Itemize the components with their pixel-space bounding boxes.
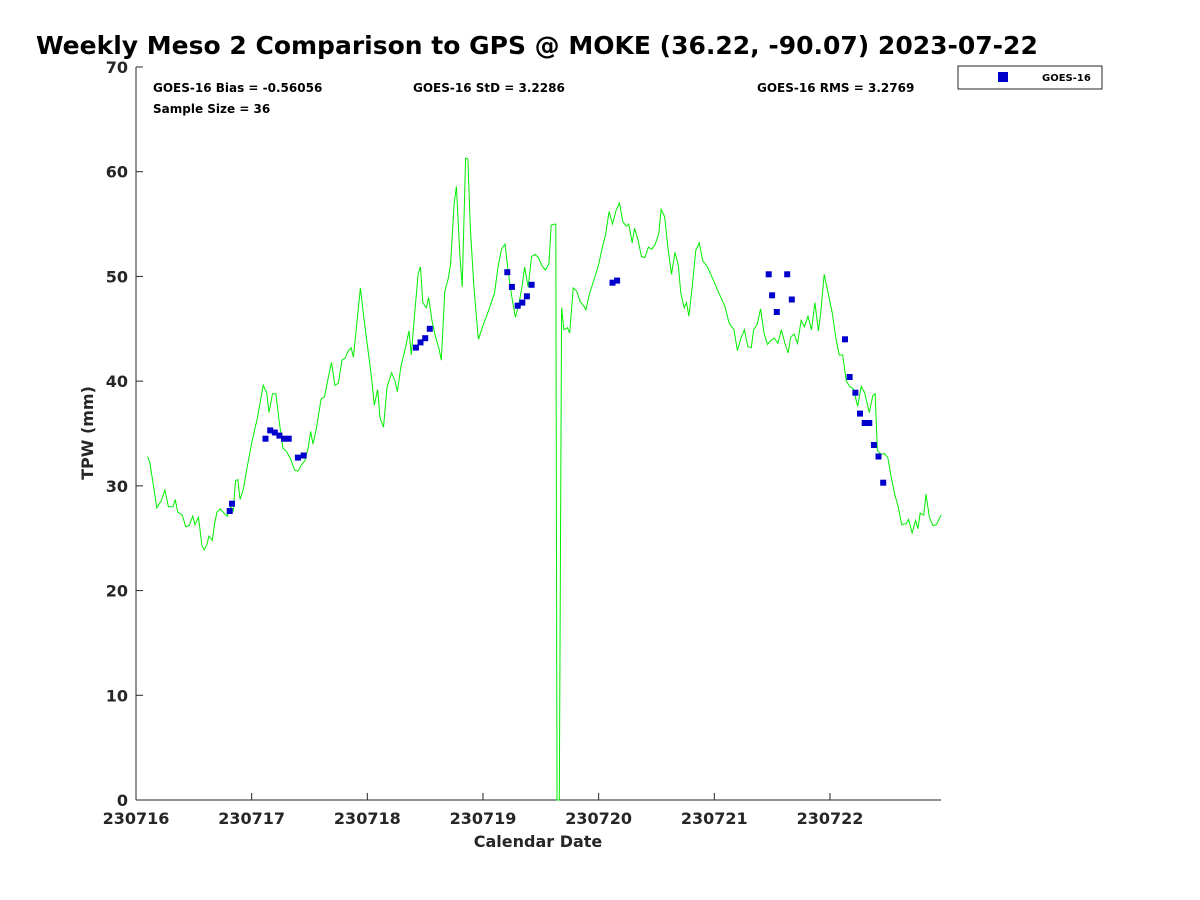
goes-16-point bbox=[285, 435, 292, 442]
y-tick-label: 60 bbox=[106, 163, 128, 182]
gps-tpw-series-line bbox=[147, 157, 942, 801]
x-tick-label: 230721 bbox=[681, 809, 748, 828]
chart-title: Weekly Meso 2 Comparison to GPS @ MOKE (… bbox=[36, 31, 1038, 60]
x-tick-label: 230717 bbox=[218, 809, 285, 828]
goes-16-point bbox=[870, 442, 877, 448]
x-tick-label: 230719 bbox=[450, 809, 517, 828]
y-ticks: 0 10 20 30 40 50 60 70 bbox=[106, 58, 143, 810]
std-stat: GOES-16 StD = 3.2286 bbox=[413, 81, 565, 95]
goes-16-points bbox=[226, 269, 887, 514]
bias-stat: GOES-16 Bias = -0.56056 bbox=[153, 81, 322, 95]
legend-marker bbox=[998, 72, 1008, 82]
goes-16-point bbox=[765, 271, 772, 278]
goes-16-point bbox=[846, 374, 853, 380]
sample-size-stat: Sample Size = 36 bbox=[153, 102, 270, 116]
goes-16-point bbox=[609, 279, 616, 286]
goes-16-point bbox=[300, 452, 307, 459]
goes-16-point bbox=[276, 432, 283, 439]
rms-stat: GOES-16 RMS = 3.2769 bbox=[757, 81, 914, 95]
goes-16-point bbox=[229, 500, 235, 507]
goes-16-point bbox=[294, 454, 301, 461]
y-tick-label: 30 bbox=[106, 477, 128, 496]
goes-16-point bbox=[417, 339, 424, 346]
y-tick-label: 0 bbox=[117, 791, 128, 810]
goes-16-point bbox=[528, 281, 535, 288]
goes-16-point bbox=[773, 309, 780, 315]
goes-16-point bbox=[281, 435, 287, 442]
goes-16-point bbox=[226, 508, 233, 514]
gps-tpw-line bbox=[147, 157, 942, 801]
legend-box bbox=[957, 65, 1103, 90]
y-tick-label: 20 bbox=[106, 582, 128, 601]
goes-16-point bbox=[267, 427, 274, 434]
x-tick-label: 230720 bbox=[565, 809, 632, 828]
goes-16-point bbox=[422, 335, 429, 342]
goes-16-point bbox=[875, 453, 882, 460]
plot-area: 0 10 20 30 40 50 60 70 230716 230717 230718 230719… bbox=[103, 58, 942, 828]
y-tick-label: 10 bbox=[106, 686, 128, 705]
goes-16-point bbox=[508, 283, 515, 290]
x-axis-label: Calendar Date bbox=[474, 832, 603, 851]
goes-16-point bbox=[861, 420, 868, 426]
x-tick-label: 230718 bbox=[334, 809, 401, 828]
goes-16-point bbox=[880, 479, 887, 486]
goes-16-point bbox=[769, 292, 776, 299]
goes-16-point bbox=[852, 389, 859, 396]
goes-16-point bbox=[523, 293, 530, 300]
legend-label: GOES-16 bbox=[1042, 73, 1091, 84]
x-tick-label: 230716 bbox=[103, 809, 170, 828]
goes-16-point bbox=[519, 299, 526, 306]
goes-16-point bbox=[866, 420, 873, 426]
goes-16-point bbox=[271, 429, 278, 436]
goes-16-point bbox=[784, 271, 791, 278]
goes-16-point bbox=[514, 302, 521, 309]
x-ticks: 230716 230717 230718 230719 230720 230721 2307… bbox=[103, 793, 864, 828]
x-tick-label: 230722 bbox=[797, 809, 864, 828]
goes-16-point bbox=[504, 269, 511, 276]
legend: GOES-16 bbox=[957, 65, 1103, 90]
goes-16-point bbox=[857, 410, 863, 417]
y-tick-label: 40 bbox=[106, 372, 128, 391]
y-tick-label: 50 bbox=[106, 267, 128, 286]
y-axis-label: TPW (mm) bbox=[78, 386, 97, 480]
goes-16-point bbox=[426, 325, 433, 332]
goes-16-point bbox=[262, 435, 269, 442]
goes-16-point bbox=[842, 336, 848, 343]
y-tick-label: 70 bbox=[106, 58, 128, 77]
goes-16-point bbox=[412, 344, 419, 351]
goes-16-point bbox=[788, 296, 795, 303]
goes-16-point bbox=[614, 277, 621, 284]
